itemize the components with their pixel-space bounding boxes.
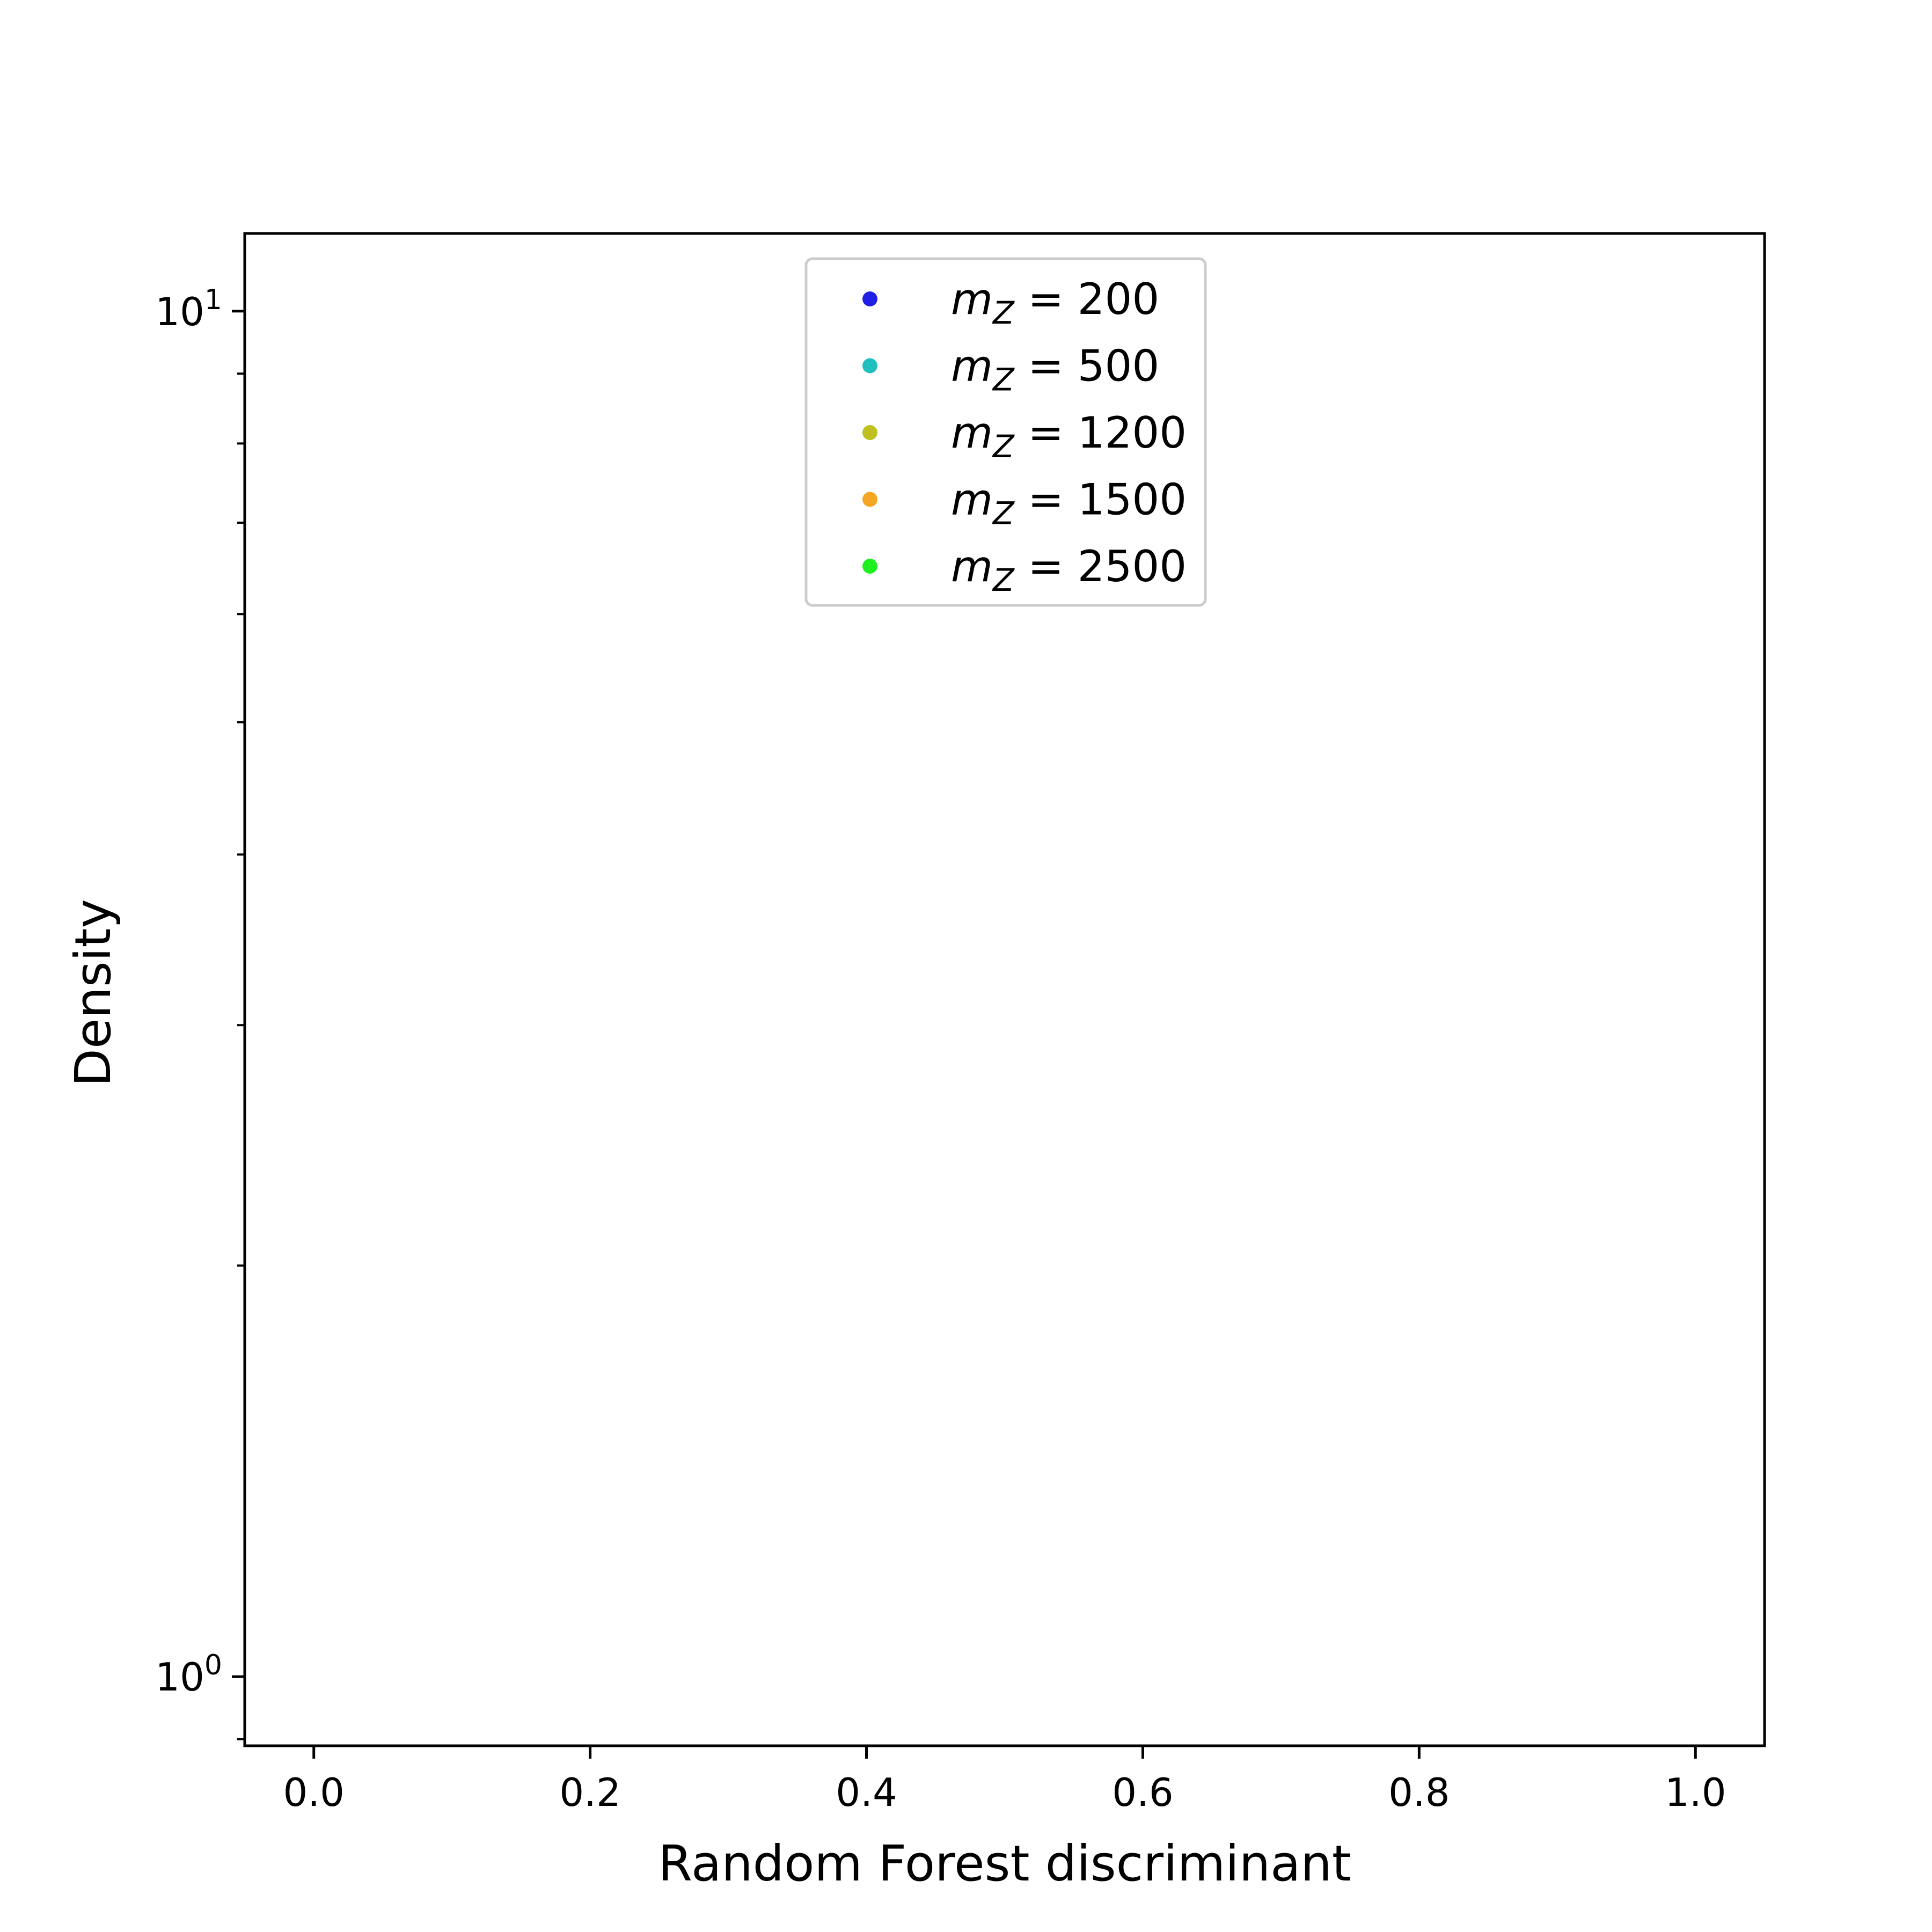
legend-marker (862, 559, 877, 574)
y-axis-ticks: 100 101 (155, 284, 245, 1740)
x-tick-label: 0.0 (283, 1770, 345, 1815)
legend-marker (862, 291, 877, 306)
x-tick-label: 0.8 (1388, 1770, 1450, 1815)
x-tick-label: 0.6 (1112, 1770, 1174, 1815)
legend-entry-label: mZ = 2500 (951, 541, 1187, 598)
legend-entry-label: mZ = 1200 (951, 408, 1187, 465)
legend-entry-label: mZ = 500 (951, 341, 1159, 398)
x-tick-label: 0.2 (559, 1770, 621, 1815)
plot-frame (243, 232, 1766, 1747)
legend-frame (804, 257, 1207, 607)
y-axis-label: Density (64, 899, 122, 1087)
legend: mZ = 200 mZ = 500 mZ = 1200 mZ = 1500 mZ = 2… (804, 257, 1207, 607)
x-axis-ticks: 0.0 0.2 0.4 0.6 0.8 1.0 (283, 1746, 1726, 1815)
legend-entry-label: mZ = 200 (951, 274, 1159, 331)
legend-entry-label: mZ = 1500 (951, 475, 1187, 532)
x-axis-label: Random Forest discriminant (658, 1835, 1351, 1892)
y-tick-label: 101 (155, 284, 222, 334)
x-tick-label: 0.4 (836, 1770, 897, 1815)
legend-marker (862, 358, 877, 374)
legend-marker (862, 425, 877, 440)
y-tick-label: 100 (155, 1649, 222, 1700)
legend-marker (862, 492, 877, 507)
x-tick-label: 1.0 (1665, 1770, 1726, 1815)
